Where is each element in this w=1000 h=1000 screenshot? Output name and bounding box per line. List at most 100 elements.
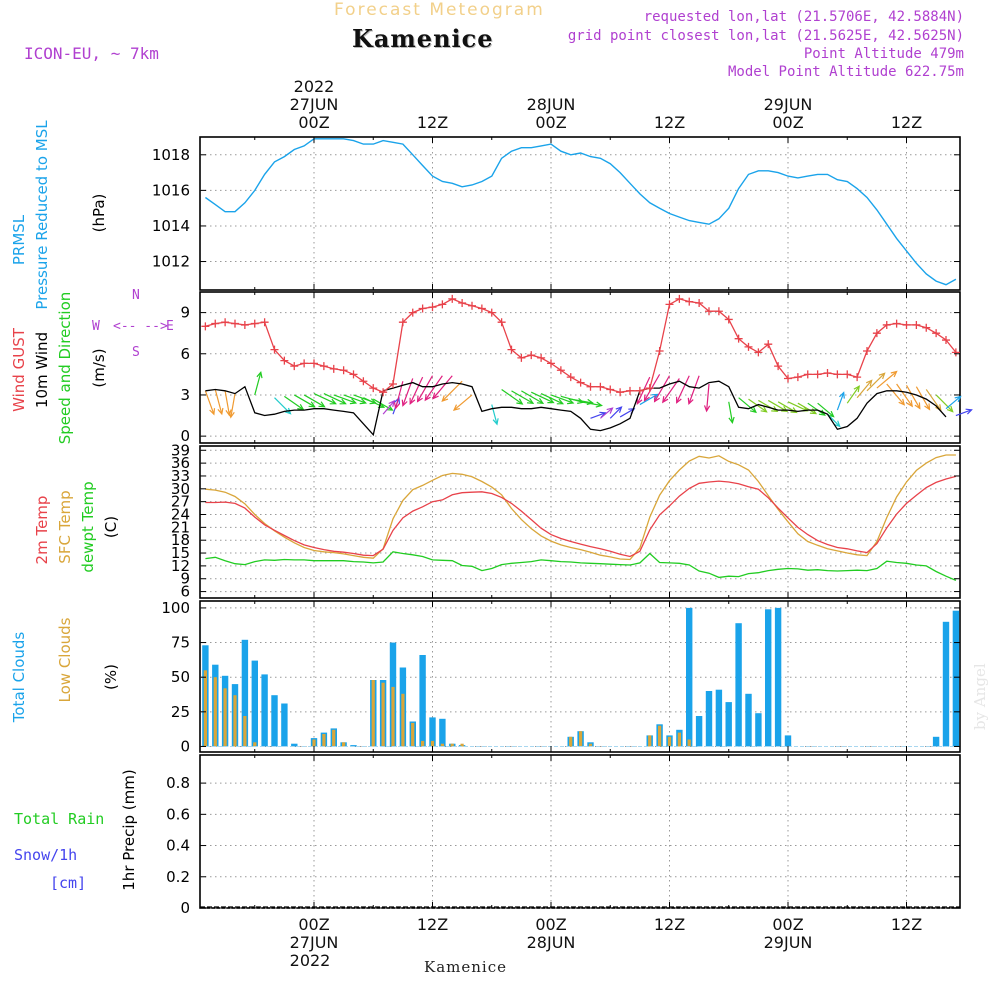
gust-marker <box>616 388 625 397</box>
wind-arrow-head <box>225 409 232 417</box>
low-cloud-bar <box>401 693 405 747</box>
wind-arrow-head <box>209 408 216 416</box>
wind-arrow-head <box>865 379 873 387</box>
wind-arrow <box>441 380 463 402</box>
model-altitude: Model Point Altitude 622.75m <box>727 64 964 80</box>
total-cloud-bar <box>765 609 772 747</box>
gust-marker <box>201 322 210 331</box>
bottom-date-label: 27JUN <box>290 933 339 952</box>
y-tick-label: 0.2 <box>166 868 190 886</box>
wind-arrow <box>738 397 757 413</box>
wind-arrow <box>254 372 262 396</box>
location-title: Kamenice <box>352 24 494 53</box>
gust-marker <box>744 342 753 351</box>
y-tick-label: 50 <box>171 668 190 686</box>
y-tick-label: 33 <box>171 467 190 485</box>
gust-marker <box>626 386 634 395</box>
y-tick-label: 24 <box>171 506 190 524</box>
low-cloud-bar <box>687 739 691 747</box>
total-cloud-bar <box>251 660 258 747</box>
y-tick-label: 25 <box>171 703 190 721</box>
gust-marker <box>645 384 654 393</box>
wind-arrow <box>424 375 443 401</box>
low-cloud-bar <box>312 739 316 747</box>
low-cloud-bar <box>213 677 217 747</box>
wind-arrow-head <box>661 396 669 404</box>
gust-marker <box>764 340 773 349</box>
wind-arrow-head <box>339 398 347 405</box>
gust-marker <box>339 366 348 375</box>
wind-arrow-head <box>838 391 845 399</box>
total-cloud-bar <box>686 607 693 747</box>
gust-marker <box>576 378 585 387</box>
wind-arrow-head <box>256 370 263 379</box>
wind-arrow <box>856 380 873 399</box>
gust-marker <box>586 382 595 391</box>
total-cloud-bar <box>271 695 278 747</box>
gust-marker <box>547 359 555 368</box>
wind-arrow <box>925 389 942 411</box>
gust-marker <box>665 300 674 309</box>
low-cloud-bar <box>440 743 444 747</box>
total-cloud-bar <box>350 745 357 747</box>
total-cloud-bar <box>241 639 249 747</box>
wind-arrow-head <box>329 398 337 405</box>
wind-arrow-head <box>228 411 235 419</box>
bottom-time-label: 00Z <box>772 915 803 934</box>
top-time-label: 12Z <box>417 113 448 132</box>
wind-arrow <box>432 375 453 399</box>
wind-arrow-head <box>833 420 841 428</box>
wind-arrow <box>284 395 304 411</box>
gust-marker <box>507 345 516 354</box>
wind-arrow-head <box>284 407 292 415</box>
gust-marker <box>468 301 476 310</box>
gust-marker <box>754 348 763 357</box>
wind-arrow <box>688 375 700 404</box>
y-tick-label: 0 <box>180 899 190 917</box>
gust-marker <box>211 319 220 328</box>
wind-arrow-head <box>416 395 423 403</box>
wind-arrow <box>214 389 223 415</box>
wind-arrow-head <box>424 394 431 402</box>
wind-arrow <box>945 396 961 410</box>
wind-arrow <box>654 375 671 402</box>
low-cloud-bar <box>460 743 464 747</box>
wind-arrow <box>453 394 473 411</box>
y-tick-label: 27 <box>171 493 190 511</box>
gust-marker <box>379 388 388 397</box>
top-time-label: 00Z <box>535 113 566 132</box>
low-cloud-bar <box>342 742 346 747</box>
low-cloud-bar <box>332 729 336 747</box>
gust-marker <box>487 308 496 317</box>
low-cloud-bar <box>579 731 583 747</box>
wind-arrow <box>807 402 826 416</box>
wind-arrow <box>540 393 564 405</box>
y-tick-label: 0 <box>180 737 190 755</box>
wind-arrow <box>676 375 690 403</box>
gust-marker <box>280 356 289 365</box>
bottom-time-label: 00Z <box>535 915 566 934</box>
low-cloud-bar <box>391 686 395 747</box>
y-tick-label: 6 <box>180 583 190 601</box>
total-cloud-bar <box>695 716 703 747</box>
panel-frame-1 <box>199 136 961 291</box>
wind-arrow <box>787 401 808 412</box>
wind-arrow <box>728 401 734 423</box>
wind-arrow-head <box>526 397 535 405</box>
wind-arrow-head <box>687 397 694 405</box>
wind-arrow-head <box>567 398 575 405</box>
y-tick-label: 9 <box>180 304 190 322</box>
low-cloud-bar <box>421 740 425 747</box>
y-tick-label: 36 <box>171 454 190 472</box>
top-date-label: 27JUN <box>290 95 339 114</box>
low-cloud-bar <box>233 695 237 747</box>
total-cloud-bar <box>942 621 950 747</box>
dewpt-line <box>205 551 957 581</box>
gust-marker <box>270 345 279 354</box>
wind-arrow-head <box>401 399 408 407</box>
low-cloud-bar <box>588 743 593 747</box>
wind-arrow <box>333 394 357 404</box>
wind-arrow <box>417 375 434 402</box>
low-cloud-bar <box>322 734 326 747</box>
gust-marker <box>408 308 417 317</box>
